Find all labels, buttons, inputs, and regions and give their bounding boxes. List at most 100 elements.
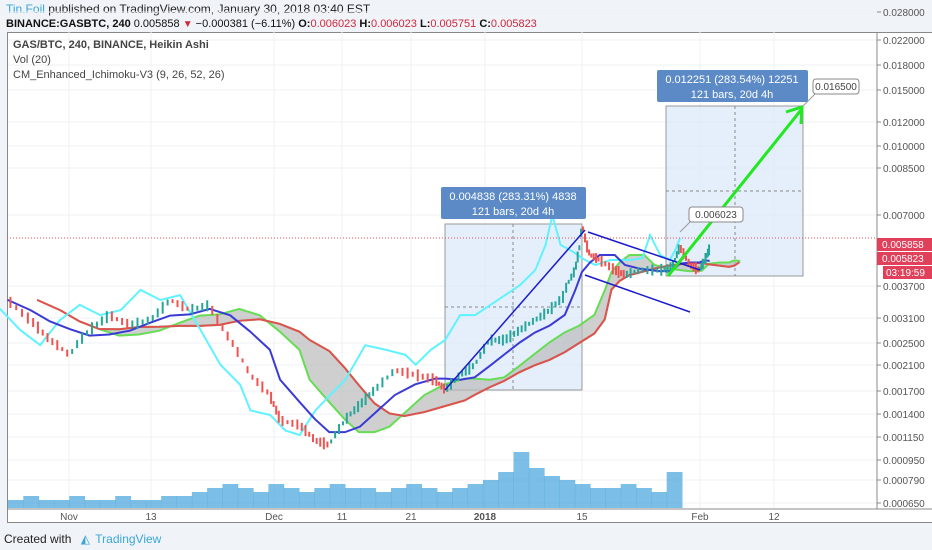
price-tick-label: 0.002100 (883, 361, 925, 372)
price-tick-label: 0.018000 (883, 61, 925, 72)
volume-bar (69, 496, 86, 508)
volume-bar (544, 476, 560, 508)
last-price-badge (877, 238, 932, 251)
lagging-span (0, 214, 682, 437)
ichimoku-span-b (36, 261, 740, 417)
down-triangle-icon: ▼ (182, 19, 193, 30)
time-tick-label: 21 (405, 512, 417, 523)
projection-arrow[interactable] (666, 109, 803, 277)
high-callout-box[interactable] (688, 206, 744, 223)
volume-bar (161, 496, 177, 508)
price-tick-label: 0.028000 (883, 8, 925, 19)
open-label: O: (298, 18, 311, 30)
volume-bar (329, 484, 346, 508)
arrow-head-icon (785, 104, 804, 125)
countdown-label: 03:19:59 (886, 268, 925, 279)
chart-legend: GAS/BTC, 240, BINANCE, Heikin Ashi Vol (… (13, 38, 225, 83)
volume-bar (237, 488, 254, 508)
volume-bar (314, 488, 331, 508)
volume-bar (253, 492, 269, 508)
candles (9, 226, 711, 450)
volume-bar (636, 488, 652, 508)
volume-bar (115, 496, 132, 508)
close-price-label: 0.005823 (882, 254, 924, 265)
target-callout-pointer (802, 93, 816, 107)
high-label: H: (359, 18, 372, 30)
volume-bar (559, 480, 576, 508)
tradingview-logo-icon[interactable]: ◭ (80, 532, 90, 546)
low-value: 0.005751 (430, 18, 477, 30)
created-with-text: Created with (4, 532, 72, 546)
symbol-bar: BINANCE:GASBTC, 240 0.005858 ▼ −0.000381… (6, 18, 537, 30)
price-tick-label: 0.008500 (883, 164, 925, 175)
volume-bar (406, 484, 423, 508)
price-tick-label: 0.012000 (883, 118, 925, 129)
last-price-label: 0.005858 (882, 240, 924, 251)
time-tick-label: 13 (145, 512, 157, 523)
legend-ichimoku[interactable]: CM_Enhanced_Ichimoku-V3 (9, 26, 52, 26) (13, 69, 225, 81)
high-callout: 0.006023 (695, 210, 737, 221)
ichimoku-cloud (36, 254, 741, 434)
volume-bar (574, 484, 591, 508)
price-tick-label: 0.000950 (883, 456, 925, 467)
price-tick-label: 0.001150 (883, 433, 924, 444)
time-tick-label: Nov (60, 512, 78, 523)
volume-bar (268, 484, 285, 508)
price-tick-label: 0.000790 (883, 476, 925, 487)
last-price: 0.005858 (133, 18, 180, 30)
time-axis[interactable]: Nov 13 Dec 11 21 2018 15 Feb 12 (60, 512, 780, 523)
price-tick-label: 0.022000 (883, 36, 925, 47)
volume-bar (590, 488, 606, 508)
price-tick-label: 0.001700 (883, 387, 925, 398)
kijun-line (7, 254, 710, 434)
close-value: 0.005823 (490, 18, 537, 30)
volume-bar (53, 500, 70, 508)
price-tick-label: 0.002500 (883, 339, 925, 350)
trend-line-up[interactable] (444, 229, 586, 391)
legend-main[interactable]: GAS/BTC, 240, BINANCE, Heikin Ashi (13, 39, 209, 51)
volume-bar (421, 488, 438, 508)
volume-bar (345, 488, 361, 508)
symbol: BINANCE:GASBTC, 240 (6, 18, 131, 30)
volume-bars (8, 452, 683, 508)
channel-bottom-line[interactable] (584, 274, 691, 313)
volume-bar (283, 488, 300, 508)
target-callout-box[interactable] (812, 78, 860, 95)
volume-bar (207, 488, 223, 508)
volume-bar (145, 500, 162, 508)
volume-bar (452, 488, 469, 508)
measure-1-line1: 0.004838 (283.31%) 4838 (449, 191, 576, 203)
volume-bar (84, 500, 101, 508)
volume-bar (176, 496, 193, 508)
volume-bar (620, 484, 637, 508)
measure-2-line2: 121 bars, 20d 4h (691, 89, 774, 101)
close-label: C: (479, 18, 491, 30)
time-tick-label: 12 (768, 512, 780, 523)
volume-bar (436, 492, 453, 508)
volume-bar (651, 492, 668, 508)
volume-bar (360, 488, 377, 508)
price-tick-label: 0.015000 (883, 86, 925, 97)
close-price-badge (877, 252, 932, 265)
channel-top-line[interactable] (587, 231, 701, 271)
volume-bar (666, 472, 683, 508)
volume-bar (130, 500, 147, 508)
volume-bar (299, 492, 315, 508)
target-callout: 0.016500 (815, 82, 857, 93)
volume-bar (38, 500, 55, 508)
tradingview-link[interactable]: TradingView (95, 532, 162, 546)
price-axis[interactable]: 0.028000 0.022000 0.018000 0.015000 0.012000… (877, 8, 925, 510)
volume-bar (222, 484, 239, 508)
volume-bar (8, 500, 24, 508)
volume-bar (605, 488, 622, 508)
volume-bar (23, 496, 40, 508)
price-tick-label: 0.003700 (883, 282, 925, 293)
price-tick-label: 0.001400 (883, 410, 925, 421)
legend-volume[interactable]: Vol (20) (13, 54, 51, 66)
time-tick-label: Dec (265, 512, 283, 523)
measure-2-label-bg (657, 70, 808, 102)
price-tick-label: 0.010000 (883, 142, 925, 153)
time-tick-label: Feb (691, 512, 709, 523)
volume-bar (513, 452, 530, 508)
